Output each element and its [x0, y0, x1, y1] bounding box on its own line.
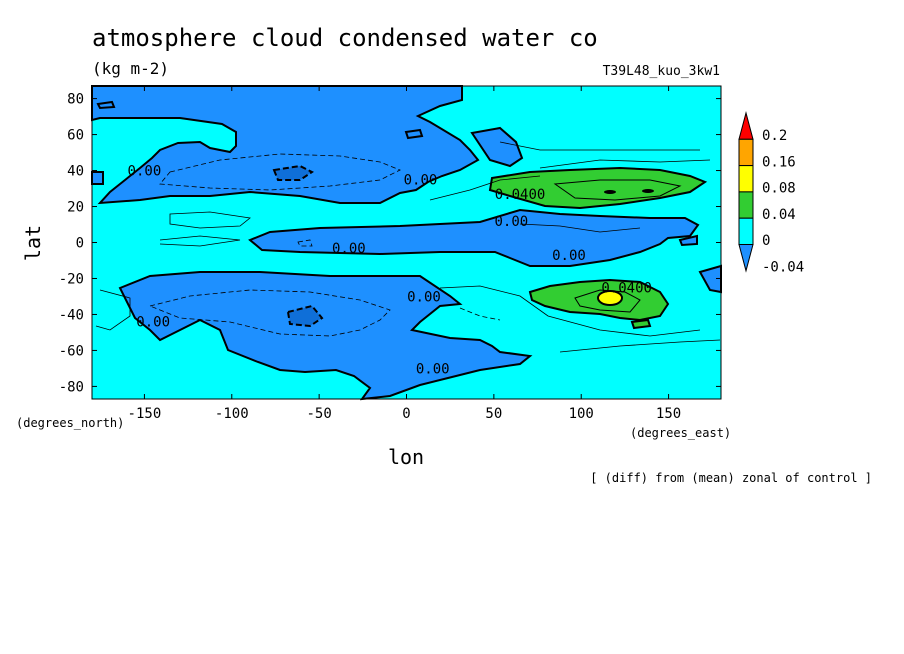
negative-region-north: [91, 85, 480, 205]
negative-blob-north-mid: [404, 128, 424, 140]
positive-region-south-inner: [574, 289, 641, 313]
colorbar-label: 0.2: [762, 128, 787, 144]
contour-label: 0.00: [407, 289, 441, 305]
y-tick-label: 80: [67, 92, 84, 108]
run-label: T39L48_kuo_3kw1: [603, 64, 720, 79]
contour-label: 0.00: [416, 361, 450, 377]
y-tick-label: 40: [67, 164, 84, 180]
colorbar-swatch: [738, 217, 754, 245]
negative-region-north-right: [470, 126, 524, 168]
negative-region-equator: [248, 208, 700, 267]
colorbar-label: 0.04: [762, 207, 796, 223]
x-axis: -150 -100 -50 0 50 100 150: [128, 86, 681, 422]
x-tick-label: 100: [569, 406, 594, 422]
colorbar-label: 0.08: [762, 181, 796, 197]
negative-region-north-left-edge: [91, 171, 104, 185]
south-yellow-max: [597, 290, 623, 306]
colorbar: -0.04 0 0.04 0.08 0.16 0.2: [738, 111, 804, 276]
contour-label: 0.0400: [601, 280, 652, 296]
footnote: [ (diff) from (mean) zonal of control ]: [590, 471, 872, 485]
x-tick-label: -150: [128, 406, 162, 422]
contour-label: 0.0400: [495, 187, 546, 203]
contour-label: 0.00: [404, 173, 438, 189]
thin-contours: [95, 141, 721, 353]
contour-label: 0.00: [332, 241, 366, 257]
south-min-patch: [286, 304, 324, 328]
positive-region-north: [488, 166, 708, 210]
y-tick-label: 0: [76, 236, 84, 252]
x-tick-label: -100: [215, 406, 249, 422]
y-axis: -80 -60 -40 -20 0 20 40 60 80: [59, 92, 721, 395]
colorbar-swatch: [738, 111, 754, 140]
contour-labels: 0.00 0.00 0.0400 0.00 0.00 0.00 0.00 0.0400 0.00…: [128, 164, 652, 378]
y-tick-label: -80: [59, 379, 84, 395]
colorbar-swatch: [738, 191, 754, 219]
y-tick-label: -40: [59, 307, 84, 323]
x-tick-label: 50: [485, 406, 502, 422]
contour-label: 0.00: [552, 248, 586, 264]
north-max-dot-2: [642, 189, 654, 193]
plot-area: [91, 85, 722, 401]
dashed-contours: [148, 153, 501, 337]
colorbar-swatch: [738, 244, 754, 273]
contour-label: 0.00: [494, 214, 528, 230]
negative-blob-north-left: [96, 100, 116, 110]
y-tick-label: 60: [67, 128, 84, 144]
colorbar-swatch: [738, 138, 754, 167]
x-tick-label: -50: [306, 406, 331, 422]
colorbar-label: 0: [762, 233, 770, 249]
contour-label: 0.00: [128, 164, 162, 180]
colorbar-label: -0.04: [762, 260, 804, 276]
y-tick-label: 20: [67, 200, 84, 216]
chart-title: atmosphere cloud condensed water co: [92, 24, 598, 52]
x-tick-label: 150: [656, 406, 681, 422]
y-axis-label: lat: [21, 225, 45, 261]
negative-region-east-edge: [678, 234, 698, 247]
positive-region-north-inner: [553, 179, 682, 201]
chart-units: (kg m-2): [92, 59, 169, 78]
x-axis-label: lon: [388, 445, 424, 469]
y-units-label: (degrees_north): [16, 416, 124, 430]
x-tick-label: 0: [402, 406, 410, 422]
y-tick-label: -60: [59, 343, 84, 359]
colorbar-label: 0.16: [762, 154, 796, 170]
north-min-patch: [272, 164, 314, 181]
y-tick-label: -20: [59, 271, 84, 287]
x-units-label: (degrees_east): [630, 426, 731, 440]
positive-region-south-small: [630, 318, 652, 330]
north-max-dot-1: [604, 190, 616, 194]
contour-label: 0.00: [136, 315, 170, 331]
colorbar-swatch: [738, 165, 754, 193]
